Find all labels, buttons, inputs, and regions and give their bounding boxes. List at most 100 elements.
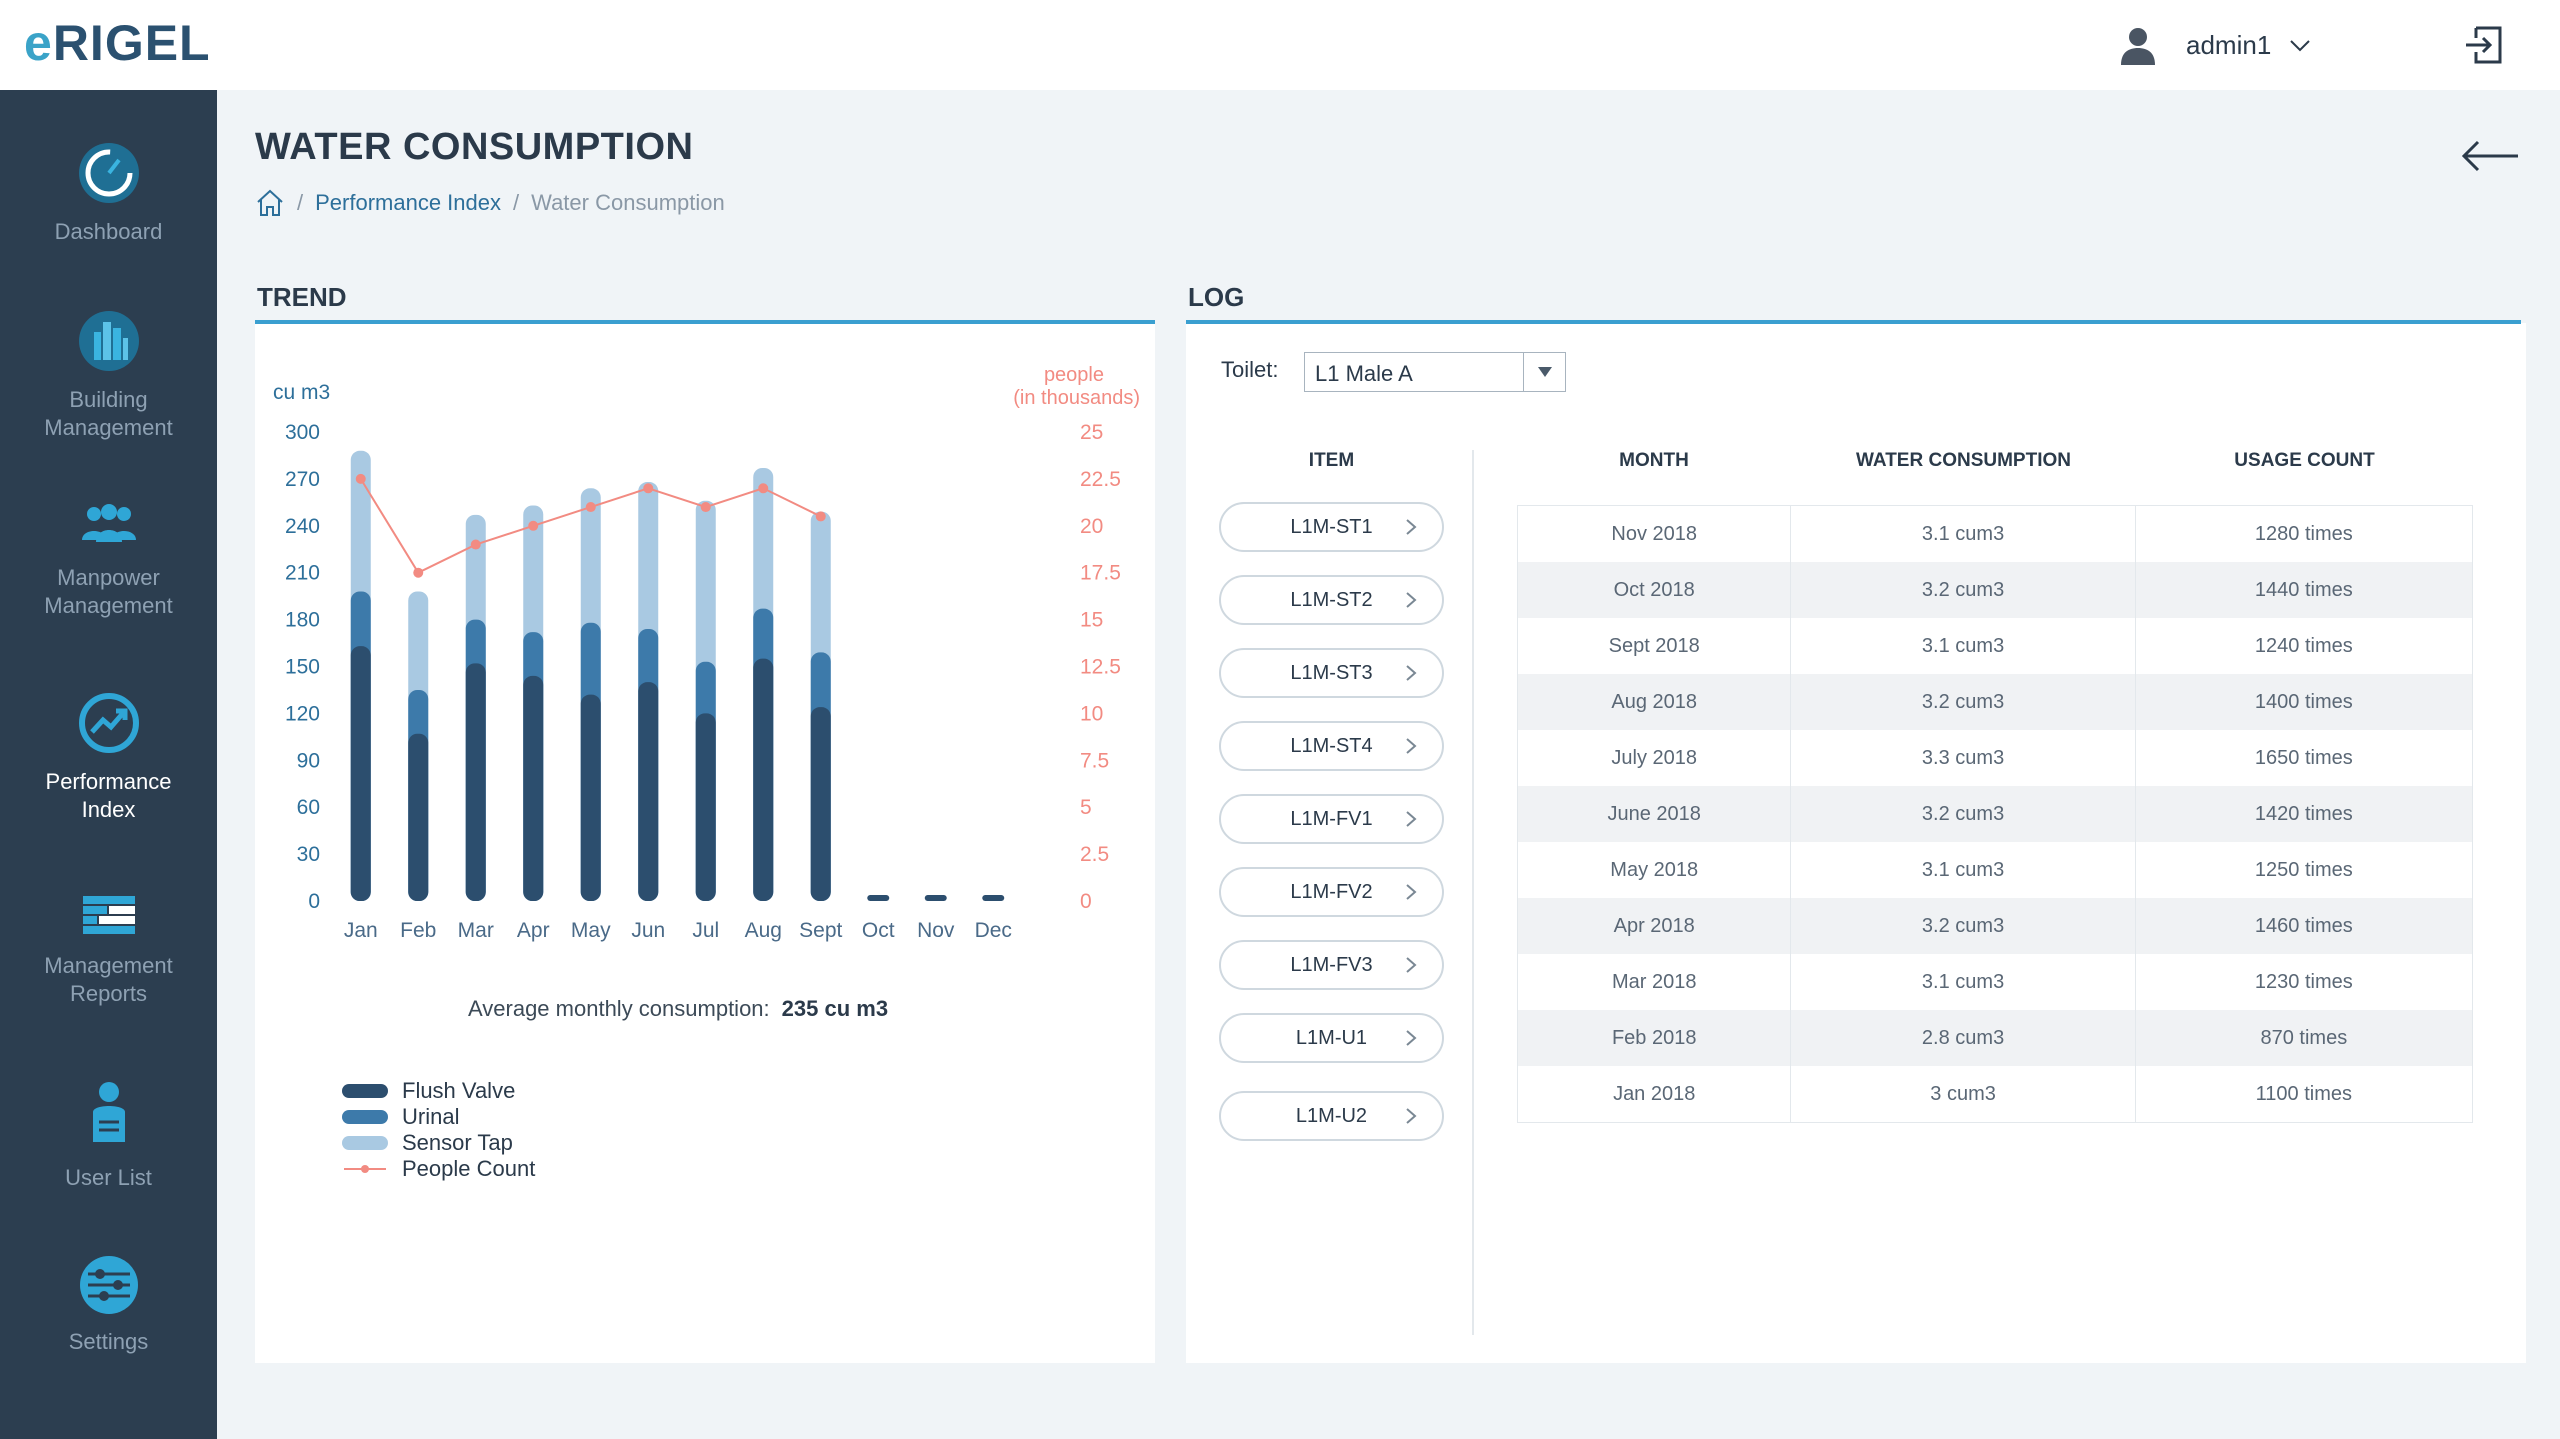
table-row[interactable]: Nov 2018 3.1 cum3 1280 times <box>1518 506 2472 562</box>
cell-usage: 1240 times <box>2254 635 2353 657</box>
toilet-select[interactable]: L1 Male A <box>1304 352 1566 392</box>
user-menu[interactable]: admin1 <box>2118 22 2311 68</box>
col-header-month: MONTH <box>1619 450 1689 471</box>
legend-sensor-tap: Sensor Tap <box>342 1130 535 1156</box>
item-button[interactable]: L1M-ST1 <box>1219 502 1444 552</box>
sidebar-item-performance-index[interactable]: Performance Index <box>0 690 217 824</box>
building-icon <box>78 311 139 371</box>
chevron-down-icon <box>2290 40 2310 52</box>
sidebar-item-management-reports[interactable]: Management Reports <box>0 892 217 1008</box>
cell-water: 2.8 cum3 <box>1791 1010 2136 1066</box>
table-row[interactable]: Feb 2018 2.8 cum3 870 times <box>1518 1010 2472 1066</box>
bar-flush-valve-feb <box>408 733 429 901</box>
sidebar-item-dashboard[interactable]: Dashboard <box>0 140 217 246</box>
user-list-icon <box>92 1082 125 1142</box>
cell-usage: 1230 times <box>2254 971 2353 993</box>
top-bar: eRIGEL admin1 <box>0 0 2560 90</box>
people-count-point <box>413 567 424 578</box>
item-button[interactable]: L1M-FV3 <box>1219 940 1444 990</box>
chevron-right-icon <box>1406 957 1417 973</box>
logo[interactable]: eRIGEL <box>24 15 211 71</box>
y-tick-right: 15 <box>1080 609 1103 632</box>
log-table: Nov 2018 3.1 cum3 1280 times Oct 2018 3.2 cu… <box>1517 505 2473 1123</box>
item-button[interactable]: L1M-ST2 <box>1219 575 1444 625</box>
bar-flush-valve-mar <box>465 663 486 901</box>
table-row[interactable]: June 2018 3.2 cum3 1420 times <box>1518 786 2472 842</box>
table-row[interactable]: Jan 2018 3 cum3 1100 times <box>1518 1066 2472 1122</box>
chevron-right-icon <box>1406 738 1417 754</box>
cell-water: 3.2 cum3 <box>1791 786 2136 842</box>
table-row[interactable]: Aug 2018 3.2 cum3 1400 times <box>1518 674 2472 730</box>
item-button[interactable]: L1M-U2 <box>1219 1091 1444 1141</box>
y-tick-left: 270 <box>285 468 320 491</box>
legend-people-count: People Count <box>342 1156 535 1182</box>
cell-month: Feb 2018 <box>1518 1010 1792 1066</box>
sidebar-item-manpower-management[interactable]: Manpower Management <box>0 502 217 620</box>
y-tick-left: 120 <box>285 702 320 725</box>
people-count-point <box>815 511 826 522</box>
item-button[interactable]: L1M-ST4 <box>1219 721 1444 771</box>
sidebar-item-settings[interactable]: Settings <box>0 1254 217 1356</box>
y-tick-left: 60 <box>297 796 320 819</box>
cell-water: 3.1 cum3 <box>1791 842 2136 898</box>
bar-empty-dec <box>982 895 1005 901</box>
table-row[interactable]: Sept 2018 3.1 cum3 1240 times <box>1518 618 2472 674</box>
item-button[interactable]: L1M-ST3 <box>1219 648 1444 698</box>
table-row[interactable]: Apr 2018 3.2 cum3 1460 times <box>1518 898 2472 954</box>
cell-month: June 2018 <box>1518 786 1792 842</box>
item-button[interactable]: L1M-FV2 <box>1219 867 1444 917</box>
chevron-right-icon <box>1406 811 1417 827</box>
y-tick-right: 0 <box>1080 890 1092 913</box>
y-tick-left: 300 <box>285 421 320 444</box>
table-row[interactable]: July 2018 3.3 cum3 1650 times <box>1518 730 2472 786</box>
cell-month: Sept 2018 <box>1518 618 1792 674</box>
table-row[interactable]: Mar 2018 3.1 cum3 1230 times <box>1518 954 2472 1010</box>
x-tick-label: Dec <box>975 919 1012 942</box>
sidebar: Dashboard Building Management Manpower M… <box>0 90 217 1439</box>
x-tick-label: Apr <box>517 919 550 942</box>
bar-flush-valve-apr <box>523 675 544 901</box>
log-title: LOG <box>1188 282 1245 312</box>
y-tick-right: 25 <box>1080 421 1103 444</box>
sidebar-item-building-management[interactable]: Building Management <box>0 308 217 442</box>
people-count-point <box>700 502 711 513</box>
dropdown-arrow-icon[interactable] <box>1523 353 1565 391</box>
average-value: 235 cu m3 <box>781 996 889 1021</box>
col-header-water: WATER CONSUMPTION <box>1856 450 2071 471</box>
legend-urinal: Urinal <box>342 1104 535 1130</box>
people-count-point <box>758 483 769 494</box>
cell-month: May 2018 <box>1518 842 1792 898</box>
x-tick-label: Mar <box>458 919 494 942</box>
table-row[interactable]: Oct 2018 3.2 cum3 1440 times <box>1518 562 2472 618</box>
breadcrumb-current: Water Consumption <box>531 190 725 215</box>
people-icon <box>81 504 136 542</box>
y-tick-left: 180 <box>285 609 320 632</box>
bar-flush-valve-aug <box>753 658 774 901</box>
cell-month: Aug 2018 <box>1518 674 1792 730</box>
reports-icon <box>82 896 135 934</box>
chevron-right-icon <box>1406 1030 1417 1046</box>
cell-usage: 1250 times <box>2254 859 2353 881</box>
table-row[interactable]: May 2018 3.1 cum3 1250 times <box>1518 842 2472 898</box>
sidebar-item-user-list[interactable]: User List <box>0 1080 217 1192</box>
cell-water: 3.1 cum3 <box>1791 506 2136 562</box>
page-title: WATER CONSUMPTION <box>255 126 694 168</box>
chevron-right-icon <box>1406 592 1417 608</box>
chevron-right-icon <box>1406 665 1417 681</box>
back-arrow-icon[interactable] <box>2460 138 2520 174</box>
item-button[interactable]: L1M-U1 <box>1219 1013 1444 1063</box>
cell-month: Apr 2018 <box>1518 898 1792 954</box>
user-name: admin1 <box>2186 29 2272 60</box>
people-count-point <box>470 539 481 550</box>
logout-icon[interactable] <box>2462 24 2504 66</box>
breadcrumb-performance-index[interactable]: Performance Index <box>315 190 501 215</box>
chevron-right-icon <box>1406 884 1417 900</box>
trend-chart: Jan Feb Mar Apr May Jun Jul Aug Sept Oct Nov Dec300… <box>285 421 1121 942</box>
bar-flush-valve-sept <box>810 707 831 901</box>
y-axis-left-label: cu m3 <box>273 381 331 404</box>
x-tick-label: Nov <box>917 919 955 942</box>
y-tick-left: 30 <box>297 843 320 866</box>
home-icon[interactable] <box>255 188 285 218</box>
y-axis-right-sublabel: (in thousands) <box>1013 387 1140 409</box>
item-button[interactable]: L1M-FV1 <box>1219 794 1444 844</box>
